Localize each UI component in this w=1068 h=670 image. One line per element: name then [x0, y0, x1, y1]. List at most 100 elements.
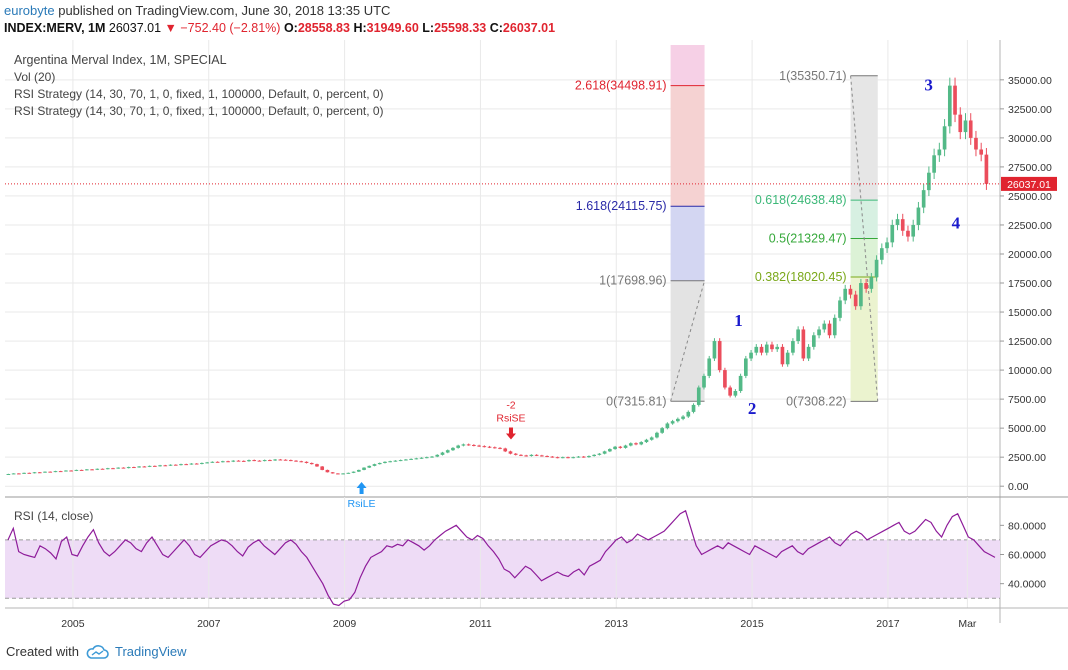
candle-body [519, 454, 523, 456]
candle-body [341, 473, 345, 475]
candle-body [618, 446, 623, 448]
candle-body [780, 346, 785, 365]
candle-body [968, 120, 973, 138]
candle-body [576, 456, 581, 458]
candle-body [932, 155, 936, 173]
candle-body [974, 137, 978, 150]
signal-label: RsiLE [348, 498, 376, 510]
candle-body [325, 469, 330, 473]
candle-body [832, 317, 837, 336]
price-tick-label: 35000.00 [1008, 75, 1052, 87]
candle-body [309, 462, 314, 465]
legend-title[interactable]: Argentina Merval Index, 1M, SPECIAL [14, 53, 227, 67]
candle-body [304, 461, 309, 463]
author-name[interactable]: eurobyte [4, 3, 55, 18]
fib-ret-fill [850, 238, 878, 277]
price-tick-label: 30000.00 [1008, 133, 1052, 145]
candle-body [200, 462, 204, 464]
candle-body [529, 454, 534, 457]
candle-body [644, 439, 649, 443]
close-value: 26037.01 [502, 21, 556, 35]
candle-body [738, 375, 743, 391]
candle-body [273, 459, 277, 461]
candle-body [581, 456, 586, 458]
candle-body [398, 460, 403, 462]
candle-body [121, 467, 126, 469]
price-axis[interactable]: 35000.00 32500.00 30000.00 27500.00 25000.00… [1000, 75, 1052, 493]
candle-body [346, 472, 351, 474]
fib-retracement-tool[interactable]: 1(35350.71) 0.618(24638.48) 0.5(21329.47) 0… [755, 69, 879, 409]
candle-body [69, 470, 73, 472]
candle-body [142, 466, 147, 468]
time-tick-label: Mar [958, 618, 977, 630]
candle-body [764, 344, 769, 353]
candle-body [132, 467, 136, 469]
strategy-signals: RsiLE RsiSE-2 [348, 400, 526, 510]
wave-label: 3 [924, 75, 933, 94]
fib-ret-level-label: 0.5(21329.47) [769, 232, 847, 246]
candle-body [691, 404, 696, 412]
candle-body [623, 445, 628, 448]
fib-ret-trend [850, 75, 879, 402]
candle-body [17, 473, 21, 475]
fib-ext-level-label: 1.618(24115.75) [576, 199, 667, 213]
candle-body [838, 300, 842, 318]
price-tick-label: 10000.00 [1008, 365, 1052, 377]
candle-body [681, 416, 685, 419]
candle-body [503, 448, 508, 452]
time-tick-label: 2009 [333, 618, 357, 630]
candle-body [377, 462, 382, 465]
fib-extension-tool[interactable]: 2.618(34498.91) 1.618(24115.75) 1(17698.96… [575, 45, 706, 408]
candle-body [937, 149, 942, 156]
candle-body [942, 126, 947, 150]
time-tick-label: 2013 [605, 618, 629, 630]
price-pane-grid [5, 40, 1000, 497]
candle-body [723, 370, 727, 388]
candle-body [702, 375, 706, 388]
candle-body [262, 460, 267, 462]
candle-body [320, 466, 325, 470]
fib-ext-fill [670, 45, 705, 86]
legend-strategy-1[interactable]: RSI Strategy (14, 30, 70, 1, 0, fixed, 1… [14, 87, 384, 101]
candle-body [147, 465, 152, 467]
candle-body [811, 335, 816, 347]
candle-body [885, 242, 889, 249]
chart-canvas[interactable]: 2.618(34498.91) 1.618(24115.75) 1(17698.96… [0, 40, 1068, 640]
candle-body [571, 457, 576, 459]
footer: Created with TradingView [6, 644, 187, 659]
candle-body [158, 465, 162, 467]
candle-body [639, 442, 644, 445]
candle-body [911, 224, 916, 237]
close-label: C: [489, 21, 503, 35]
candle-body [874, 259, 879, 278]
candle-body [367, 465, 372, 468]
tradingview-link[interactable]: TradingView [114, 644, 187, 659]
open-value: 28558.83 [297, 21, 350, 35]
candle-body [58, 471, 63, 473]
legend-vol[interactable]: Vol (20) [14, 70, 55, 84]
candle-body [440, 452, 445, 455]
candle-body [37, 472, 42, 474]
publish-text: published on TradingView.com, June 30, 2… [58, 3, 391, 18]
fib-ext-trend [670, 280, 706, 402]
candle-body [759, 346, 764, 353]
rsi-legend[interactable]: RSI (14, close) [14, 509, 93, 523]
candle-body [540, 455, 544, 457]
candle-body [163, 465, 168, 467]
buy-arrow-icon [356, 482, 367, 495]
candle-body [168, 464, 173, 466]
fib-ret-level-label: 1(35350.71) [779, 69, 846, 83]
candle-body [451, 447, 455, 451]
candle-body [921, 190, 926, 208]
legend-strategy-2[interactable]: RSI Strategy (14, 30, 70, 1, 0, fixed, 1… [14, 104, 384, 118]
time-axis[interactable]: 2005 2007 2009 2011 2013 2015 2017 Mar [61, 618, 977, 630]
candle-body [953, 85, 957, 115]
rsi-axis[interactable]: 80.0000 60.0000 40.0000 [1000, 520, 1046, 591]
candle-series [6, 77, 989, 476]
candle-body [801, 329, 806, 359]
candle-body [806, 346, 811, 359]
candle-body [670, 421, 675, 424]
price-tick-label: 7500.00 [1008, 394, 1046, 406]
time-tick-label: 2017 [876, 618, 900, 630]
fib-ext-fill [670, 206, 705, 281]
